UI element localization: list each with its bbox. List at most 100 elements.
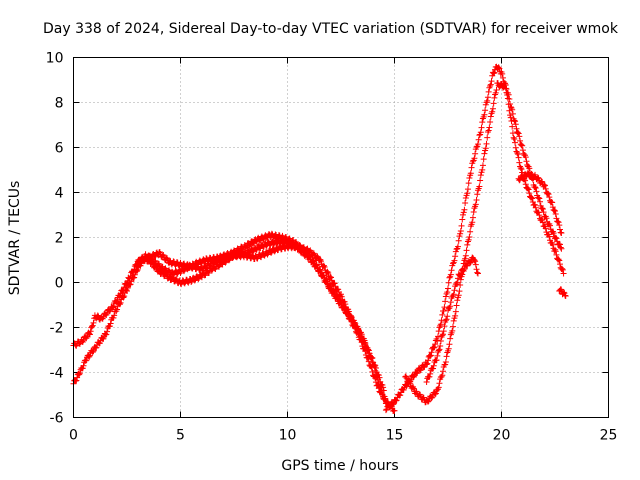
data-point (477, 172, 484, 179)
data-point (542, 185, 549, 192)
data-point (539, 206, 546, 213)
data-point (110, 314, 117, 321)
data-point (474, 270, 481, 277)
data-point (375, 385, 382, 392)
data-point (465, 180, 472, 187)
data-point (316, 257, 323, 264)
data-point (400, 386, 407, 393)
data-point (209, 260, 216, 267)
data-point (458, 222, 465, 229)
data-point (532, 184, 539, 191)
x-tick-label: 25 (600, 428, 618, 444)
y-tick-label: -6 (50, 411, 64, 427)
data-point (516, 133, 523, 140)
data-point (87, 328, 94, 335)
data-point (429, 394, 436, 401)
data-point (117, 299, 124, 306)
data-point (553, 215, 560, 222)
data-point (89, 323, 96, 330)
data-point (439, 372, 446, 379)
data-point (514, 128, 521, 135)
data-point (148, 255, 155, 262)
data-point (445, 279, 452, 286)
data-point (496, 65, 503, 72)
data-point (75, 370, 82, 377)
data-point (528, 194, 535, 201)
data-point (542, 225, 549, 232)
data-point (390, 400, 397, 407)
data-point (552, 208, 558, 215)
data-point (103, 331, 110, 338)
data-point (477, 129, 484, 136)
data-point (524, 185, 531, 192)
data-point (465, 236, 472, 243)
data-point (535, 175, 542, 182)
data-point (161, 265, 168, 272)
data-point (522, 154, 529, 161)
data-point (536, 195, 543, 202)
data-point (215, 263, 222, 270)
data-point (359, 335, 366, 342)
data-point (484, 134, 491, 141)
data-point (460, 209, 467, 216)
data-point (512, 144, 519, 151)
data-point (431, 344, 438, 351)
data-point (516, 159, 523, 166)
data-point (513, 148, 520, 155)
data-point (365, 347, 372, 354)
x-tick-labels: 0 5 10 15 20 25 (69, 428, 617, 444)
data-point (373, 369, 380, 376)
data-point (436, 324, 443, 331)
data-point (506, 107, 513, 114)
data-point (484, 97, 491, 104)
data-point (473, 266, 480, 273)
data-point (102, 311, 109, 318)
data-point (502, 85, 509, 92)
data-point (505, 101, 512, 108)
data-point (390, 401, 397, 408)
data-point (106, 323, 113, 330)
data-point (556, 226, 563, 233)
data-point (546, 194, 553, 201)
data-point (549, 241, 556, 248)
data-point (372, 367, 379, 374)
data-point (350, 320, 357, 327)
data-point (488, 78, 495, 85)
data-point (352, 320, 359, 327)
data-point (526, 165, 533, 172)
data-point (126, 281, 133, 288)
data-point (513, 125, 520, 132)
data-point (536, 212, 543, 219)
data-point (86, 353, 93, 360)
data-point (328, 274, 335, 281)
data-point (519, 147, 526, 154)
data-point (532, 201, 539, 208)
data-point (436, 346, 443, 353)
data-point (549, 199, 556, 206)
data-point (116, 293, 123, 300)
data-point (76, 370, 83, 377)
data-point (483, 99, 490, 106)
data-point (472, 201, 479, 208)
series-sat-track-3 (134, 241, 387, 394)
data-point (484, 129, 491, 136)
data-point (338, 293, 345, 300)
data-point (449, 323, 456, 330)
data-point (510, 134, 517, 141)
data-point (499, 70, 506, 77)
data-point (325, 269, 332, 276)
data-point (472, 258, 479, 265)
data-point (526, 190, 533, 197)
data-point (504, 92, 511, 99)
data-point (451, 287, 458, 294)
x-tick-label: 10 (279, 428, 297, 444)
data-point (306, 248, 313, 255)
data-point (541, 181, 548, 188)
data-point (479, 166, 486, 173)
data-point (512, 139, 519, 146)
data-point (123, 281, 130, 288)
data-point (518, 142, 525, 149)
data-point (170, 258, 177, 265)
data-point (386, 404, 393, 411)
data-point (362, 342, 369, 349)
